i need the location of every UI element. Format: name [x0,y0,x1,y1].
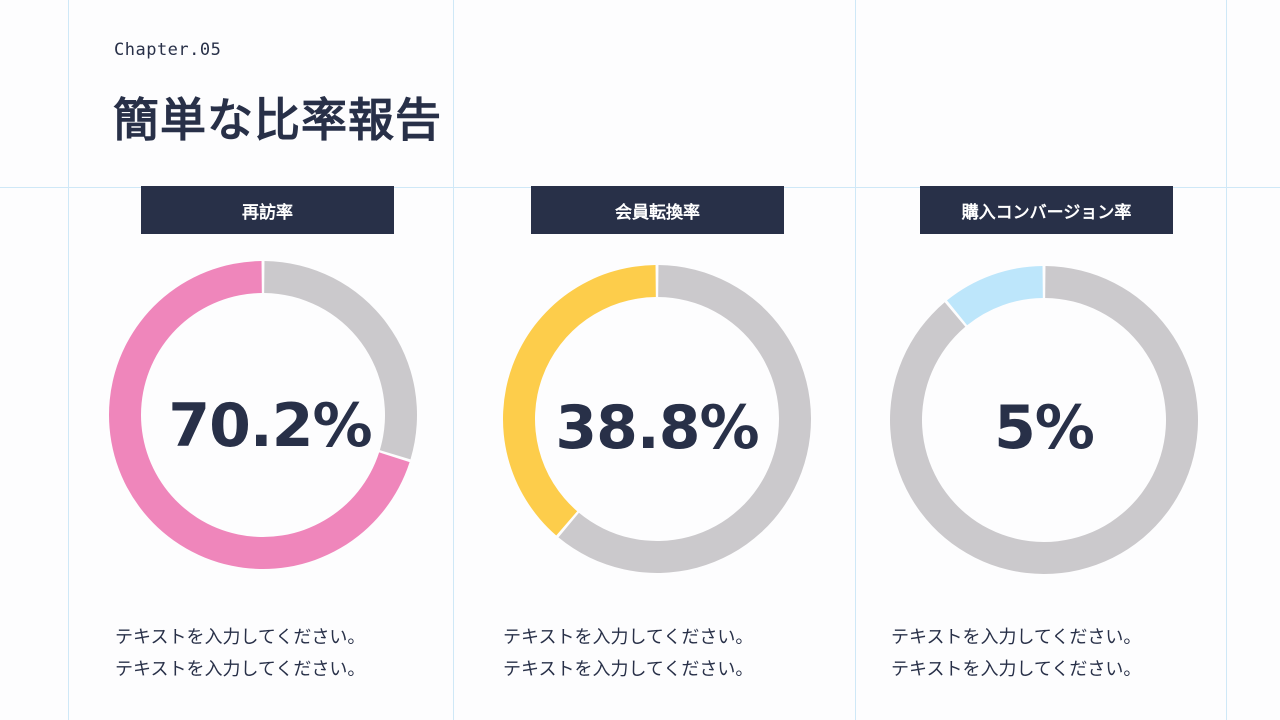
chapter-label: Chapter.05 [114,40,222,60]
guide-line [1226,0,1227,720]
description-line: テキストを入力してください。 [503,627,754,648]
donut-slice-highlight [946,266,1043,326]
donut-chart-membership [503,265,811,573]
donut-value-membership: 38.8% [555,393,759,463]
page-title: 簡単な比率報告 [113,93,442,147]
donut-slice-highlight [503,265,656,536]
guide-line [855,0,856,720]
description-line: テキストを入力してください。 [115,659,366,680]
donut-chart-purchase [890,266,1198,574]
description-line: テキストを入力してください。 [503,659,754,680]
guide-line [68,0,69,720]
donut-slice-remainder [558,265,811,573]
donut-slice-remainder [264,261,417,460]
guide-line [453,0,454,720]
card-label-revisit: 再訪率 [141,186,394,234]
donut-chart-revisit [109,261,417,569]
card-label-membership: 会員転換率 [531,186,784,234]
donut-value-purchase: 5% [994,393,1095,463]
description-line: テキストを入力してください。 [891,659,1142,680]
card-description-revisit: テキストを入力してください。 テキストを入力してください。 [115,622,365,686]
card-label-purchase: 購入コンバージョン率 [920,186,1173,234]
card-description-purchase: テキストを入力してください。 テキストを入力してください。 [891,622,1141,686]
card-description-membership: テキストを入力してください。 テキストを入力してください。 [503,622,753,686]
description-line: テキストを入力してください。 [115,627,366,648]
donut-value-revisit: 70.2% [168,391,372,461]
description-line: テキストを入力してください。 [891,627,1142,648]
